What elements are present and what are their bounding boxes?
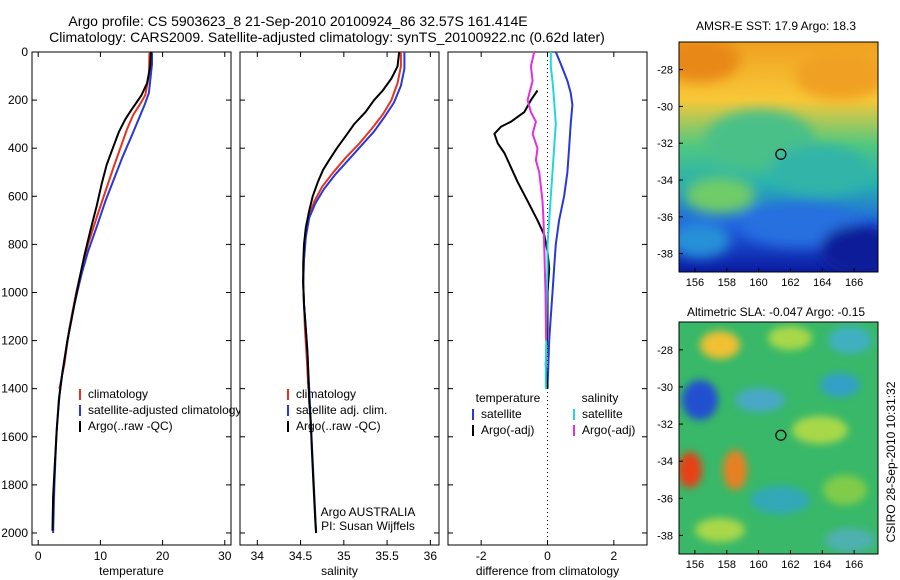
- y-tick-label: 400: [8, 141, 28, 155]
- map-y-tick-label: -38: [657, 530, 673, 542]
- x-axis-label: difference from climatology: [476, 564, 619, 578]
- legend-label: climatology: [296, 387, 356, 401]
- credit-text: CSIRO 28-Sep-2010 10:31:32: [884, 381, 898, 542]
- salinity-panel: 34 34.5 35 35.5 36 salinity climatology satelli…: [239, 51, 440, 578]
- sst-map-axes: 156 158 160 162 164 166 -28 -30 -32 -34 -36 -38: [657, 65, 863, 289]
- x-tick-label: 34.5: [289, 549, 313, 563]
- map-x-tick-label: 162: [781, 277, 799, 289]
- y-tick-label: 1000: [1, 285, 28, 299]
- map-x-tick-label: 158: [718, 559, 736, 571]
- sla-argo-marker: [775, 429, 787, 441]
- x-tick-label: 35.5: [375, 549, 399, 563]
- map-y-tick-label: -36: [657, 212, 673, 224]
- sla-map-frame: [678, 321, 879, 555]
- y-tick-label: 600: [8, 189, 28, 203]
- plot-frame: [31, 51, 232, 546]
- map-x-tick-label: 160: [749, 277, 767, 289]
- map-x-tick-label: 164: [813, 559, 831, 571]
- sla-heatmap-field: [679, 322, 878, 554]
- legend-label: Argo(..raw -QC): [296, 419, 381, 433]
- legend-label: Argo(..raw -QC): [88, 419, 173, 433]
- legend-title-temperature: temperature: [476, 391, 541, 405]
- map-y-tick-label: -34: [657, 175, 673, 187]
- legend-label: satellite-adjusted climatology: [88, 403, 241, 417]
- sst-heatmap-field: [679, 42, 878, 272]
- x-tick-label: 34: [251, 549, 265, 563]
- figure-title-line2: Climatology: CARS2009. Satellite-adjuste…: [49, 29, 605, 45]
- x-tick-label: -2: [476, 549, 487, 563]
- x-tick-label: 30: [218, 549, 232, 563]
- sla-map: Altimetric SLA: -0.047 Argo: -0.15 156 15…: [657, 305, 879, 571]
- legend-label: satellite: [582, 407, 623, 421]
- y-tick-label: 200: [8, 93, 28, 107]
- map-y-tick-label: -28: [657, 65, 673, 77]
- x-tick-label: 20: [156, 549, 170, 563]
- map-y-tick-label: -32: [657, 138, 673, 150]
- y-tick-label: 1600: [1, 430, 28, 444]
- map-x-tick-label: 166: [845, 277, 863, 289]
- map-x-tick-label: 162: [781, 559, 799, 571]
- x-tick-label: 10: [94, 549, 108, 563]
- legend-label: satellite adj. clim.: [296, 403, 387, 417]
- map-x-tick-label: 166: [845, 559, 863, 571]
- x-axis-label: salinity: [321, 564, 358, 578]
- map-x-tick-label: 160: [749, 559, 767, 571]
- map-x-tick-label: 158: [718, 277, 736, 289]
- x-tick-label: 0: [544, 549, 551, 563]
- sst-argo-marker: [775, 148, 787, 160]
- y-tick-label: 800: [8, 237, 28, 251]
- series-line-argo: [302, 51, 401, 534]
- plot-frame: [239, 51, 440, 546]
- map-y-tick-label: -30: [657, 101, 673, 113]
- map-y-tick-label: -30: [657, 382, 673, 394]
- map-y-tick-label: -32: [657, 419, 673, 431]
- x-tick-label: 35: [337, 549, 351, 563]
- sla-map-axes: 156 158 160 162 164 166 -28 -30 -32 -34 -36 -38: [657, 345, 863, 571]
- legend-label: climatology: [88, 387, 148, 401]
- argo-program-annotation: Argo AUSTRALIA: [321, 505, 416, 519]
- map-y-tick-label: -38: [657, 249, 673, 261]
- x-tick-label: 2: [610, 549, 617, 563]
- sst-map-frame: [678, 41, 879, 273]
- x-tick-label: 36: [424, 549, 438, 563]
- y-tick-label: 1400: [1, 382, 28, 396]
- sst-map-title: AMSR-E SST: 17.9 Argo: 18.3: [696, 19, 856, 33]
- series-line-salinity_argo: [526, 51, 548, 341]
- y-tick-label: 0: [21, 45, 28, 59]
- map-x-tick-label: 156: [686, 559, 704, 571]
- map-x-tick-label: 156: [686, 277, 704, 289]
- map-y-tick-label: -28: [657, 345, 673, 357]
- map-y-tick-label: -36: [657, 493, 673, 505]
- sla-map-title: Altimetric SLA: -0.047 Argo: -0.15: [687, 305, 865, 319]
- map-y-tick-label: -34: [657, 456, 673, 468]
- y-tick-label: 2000: [1, 526, 28, 540]
- legend-label: Argo(-adj): [582, 423, 635, 437]
- figure-title-line1: Argo profile: CS 5903623_8 21-Sep-2010 2…: [68, 13, 527, 29]
- series-line-argo: [51, 51, 152, 531]
- series-line-satellite: [546, 51, 574, 389]
- x-axis-label: temperature: [99, 564, 164, 578]
- y-tick-label: 1200: [1, 334, 28, 348]
- argo-program-annotation: PI: Susan Wijffels: [321, 519, 415, 533]
- legend-title-salinity: salinity: [582, 391, 619, 405]
- y-tick-label: 1800: [1, 478, 28, 492]
- legend-label: satellite: [481, 407, 522, 421]
- temperature-panel: 0 10 20 30 0 200 400 600 800 1000 1200 1400 1600 1800…: [1, 45, 241, 578]
- sst-map: AMSR-E SST: 17.9 Argo: 18.3 156 158 160 162…: [657, 19, 879, 289]
- x-tick-label: 0: [35, 549, 42, 563]
- map-x-tick-label: 164: [813, 277, 831, 289]
- legend-label: Argo(-adj): [481, 423, 534, 437]
